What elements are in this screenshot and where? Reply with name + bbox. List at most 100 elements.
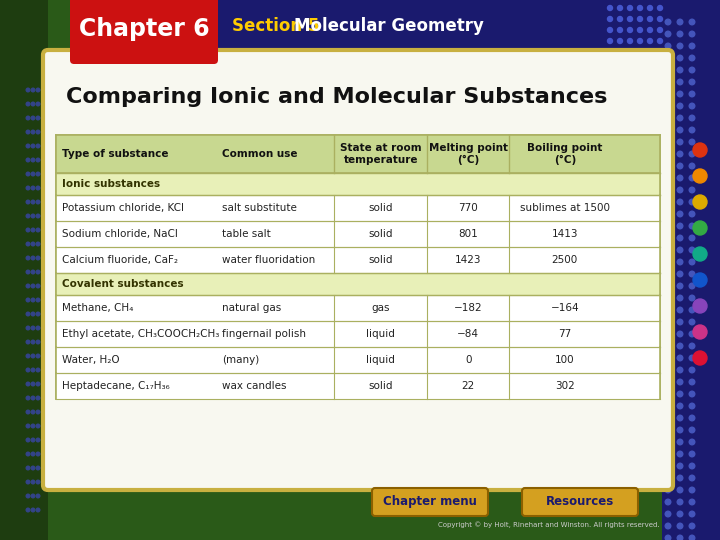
Circle shape <box>678 223 683 229</box>
Circle shape <box>689 379 695 385</box>
Text: liquid: liquid <box>366 355 395 365</box>
Circle shape <box>678 367 683 373</box>
Circle shape <box>689 271 695 277</box>
Text: −84: −84 <box>457 329 480 339</box>
Circle shape <box>689 163 695 169</box>
Circle shape <box>693 273 707 287</box>
Circle shape <box>31 452 35 456</box>
FancyBboxPatch shape <box>70 0 218 64</box>
Circle shape <box>689 223 695 229</box>
Circle shape <box>665 463 671 469</box>
Text: −164: −164 <box>551 303 579 313</box>
Circle shape <box>665 379 671 385</box>
Circle shape <box>628 5 632 10</box>
Circle shape <box>665 427 671 433</box>
Text: Methane, CH₄: Methane, CH₄ <box>62 303 133 313</box>
Circle shape <box>689 31 695 37</box>
Circle shape <box>689 451 695 457</box>
Circle shape <box>665 355 671 361</box>
Bar <box>56 247 660 273</box>
Circle shape <box>665 79 671 85</box>
Circle shape <box>689 511 695 517</box>
Circle shape <box>665 223 671 229</box>
Circle shape <box>26 452 30 456</box>
Circle shape <box>26 354 30 358</box>
Text: Calcium fluoride, CaF₂: Calcium fluoride, CaF₂ <box>62 255 178 265</box>
Circle shape <box>36 158 40 162</box>
Circle shape <box>637 17 642 22</box>
Circle shape <box>26 242 30 246</box>
Circle shape <box>689 175 695 181</box>
Text: Type of substance: Type of substance <box>62 149 168 159</box>
Circle shape <box>26 326 30 330</box>
Text: solid: solid <box>369 255 393 265</box>
Circle shape <box>26 186 30 190</box>
Circle shape <box>26 172 30 176</box>
Bar <box>56 347 660 373</box>
Text: State at room
temperature: State at room temperature <box>340 143 421 165</box>
Circle shape <box>693 325 707 339</box>
Circle shape <box>665 247 671 253</box>
Text: natural gas: natural gas <box>222 303 282 313</box>
Circle shape <box>689 235 695 241</box>
Circle shape <box>657 38 662 44</box>
Text: Ionic substances: Ionic substances <box>62 179 160 189</box>
Circle shape <box>26 382 30 386</box>
Circle shape <box>26 438 30 442</box>
Circle shape <box>665 211 671 217</box>
Circle shape <box>665 451 671 457</box>
Circle shape <box>665 115 671 121</box>
Circle shape <box>689 151 695 157</box>
Circle shape <box>36 410 40 414</box>
Circle shape <box>31 158 35 162</box>
Circle shape <box>31 200 35 204</box>
Text: Melting point
(°C): Melting point (°C) <box>428 143 508 165</box>
Text: Copyright © by Holt, Rinehart and Winston. All rights reserved.: Copyright © by Holt, Rinehart and Winsto… <box>438 521 660 528</box>
Circle shape <box>36 214 40 218</box>
Text: Chapter menu: Chapter menu <box>383 495 477 508</box>
Text: Potassium chloride, KCl: Potassium chloride, KCl <box>62 203 184 213</box>
Circle shape <box>689 295 695 301</box>
Circle shape <box>689 127 695 133</box>
Circle shape <box>608 17 613 22</box>
Circle shape <box>678 235 683 241</box>
Circle shape <box>678 475 683 481</box>
Circle shape <box>689 139 695 145</box>
Circle shape <box>678 511 683 517</box>
Text: water fluoridation: water fluoridation <box>222 255 315 265</box>
Bar <box>56 221 660 247</box>
Circle shape <box>628 17 632 22</box>
Circle shape <box>689 343 695 349</box>
Circle shape <box>36 88 40 92</box>
Circle shape <box>637 5 642 10</box>
Circle shape <box>36 116 40 120</box>
Circle shape <box>26 88 30 92</box>
Circle shape <box>26 116 30 120</box>
Circle shape <box>689 307 695 313</box>
Circle shape <box>678 415 683 421</box>
Circle shape <box>689 283 695 289</box>
Circle shape <box>678 127 683 133</box>
Circle shape <box>36 438 40 442</box>
Circle shape <box>31 326 35 330</box>
Circle shape <box>608 28 613 32</box>
Circle shape <box>26 298 30 302</box>
Circle shape <box>26 396 30 400</box>
Circle shape <box>689 19 695 25</box>
Circle shape <box>689 199 695 205</box>
Circle shape <box>678 439 683 445</box>
Circle shape <box>678 175 683 181</box>
Circle shape <box>689 463 695 469</box>
Text: Section 5: Section 5 <box>232 17 325 35</box>
Circle shape <box>665 391 671 397</box>
Circle shape <box>618 28 623 32</box>
Circle shape <box>26 130 30 134</box>
Circle shape <box>678 391 683 397</box>
Circle shape <box>665 343 671 349</box>
Text: 22: 22 <box>462 381 475 391</box>
Circle shape <box>665 31 671 37</box>
Circle shape <box>689 55 695 61</box>
Circle shape <box>665 43 671 49</box>
Circle shape <box>31 88 35 92</box>
Circle shape <box>36 256 40 260</box>
